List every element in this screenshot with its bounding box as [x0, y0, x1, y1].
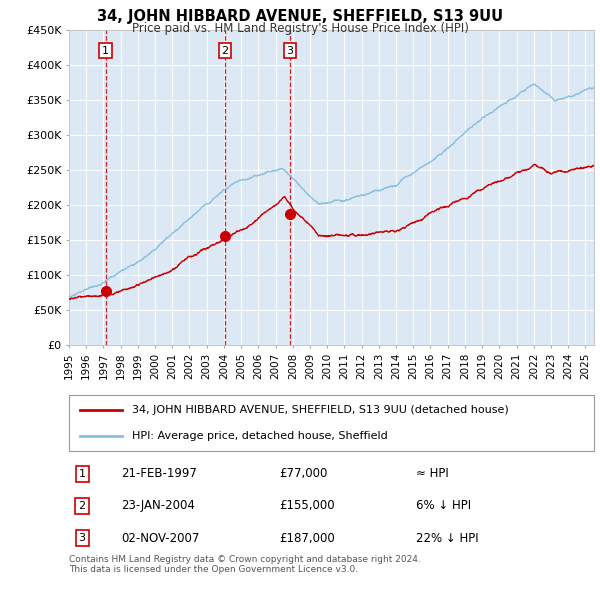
- Text: ≈ HPI: ≈ HPI: [415, 467, 448, 480]
- Text: £187,000: £187,000: [279, 532, 335, 545]
- Text: 1: 1: [102, 45, 109, 55]
- Text: 23-JAN-2004: 23-JAN-2004: [121, 499, 196, 512]
- Text: £77,000: £77,000: [279, 467, 328, 480]
- Text: 02-NOV-2007: 02-NOV-2007: [121, 532, 200, 545]
- Text: Price paid vs. HM Land Registry's House Price Index (HPI): Price paid vs. HM Land Registry's House …: [131, 22, 469, 35]
- Text: 3: 3: [287, 45, 293, 55]
- Text: 2: 2: [79, 501, 86, 511]
- Text: 34, JOHN HIBBARD AVENUE, SHEFFIELD, S13 9UU (detached house): 34, JOHN HIBBARD AVENUE, SHEFFIELD, S13 …: [132, 405, 509, 415]
- Text: HPI: Average price, detached house, Sheffield: HPI: Average price, detached house, Shef…: [132, 431, 388, 441]
- Text: Contains HM Land Registry data © Crown copyright and database right 2024.
This d: Contains HM Land Registry data © Crown c…: [69, 555, 421, 574]
- Text: 22% ↓ HPI: 22% ↓ HPI: [415, 532, 478, 545]
- Text: £155,000: £155,000: [279, 499, 335, 512]
- Text: 6% ↓ HPI: 6% ↓ HPI: [415, 499, 470, 512]
- Text: 3: 3: [79, 533, 86, 543]
- Text: 34, JOHN HIBBARD AVENUE, SHEFFIELD, S13 9UU: 34, JOHN HIBBARD AVENUE, SHEFFIELD, S13 …: [97, 9, 503, 24]
- Text: 2: 2: [221, 45, 229, 55]
- FancyBboxPatch shape: [69, 395, 594, 451]
- Text: 21-FEB-1997: 21-FEB-1997: [121, 467, 197, 480]
- Text: 1: 1: [79, 469, 86, 478]
